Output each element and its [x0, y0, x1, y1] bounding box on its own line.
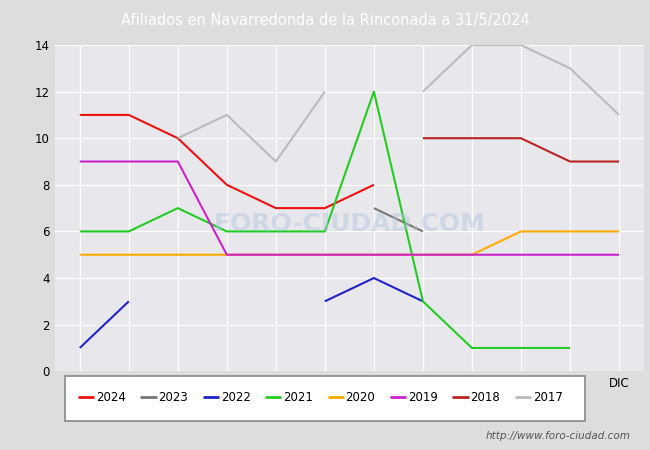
Text: 2023: 2023 [159, 391, 188, 404]
Text: 2017: 2017 [533, 391, 563, 404]
Text: 2024: 2024 [96, 391, 126, 404]
Text: http://www.foro-ciudad.com: http://www.foro-ciudad.com [486, 432, 630, 441]
Text: FORO-CIUDAD.COM: FORO-CIUDAD.COM [213, 212, 486, 236]
Text: 2019: 2019 [408, 391, 438, 404]
Text: 2021: 2021 [283, 391, 313, 404]
Text: 2020: 2020 [346, 391, 375, 404]
Text: 2018: 2018 [471, 391, 500, 404]
FancyBboxPatch shape [65, 376, 585, 421]
Text: Afiliados en Navarredonda de la Rinconada a 31/5/2024: Afiliados en Navarredonda de la Rinconad… [121, 13, 529, 28]
Text: 2022: 2022 [221, 391, 251, 404]
